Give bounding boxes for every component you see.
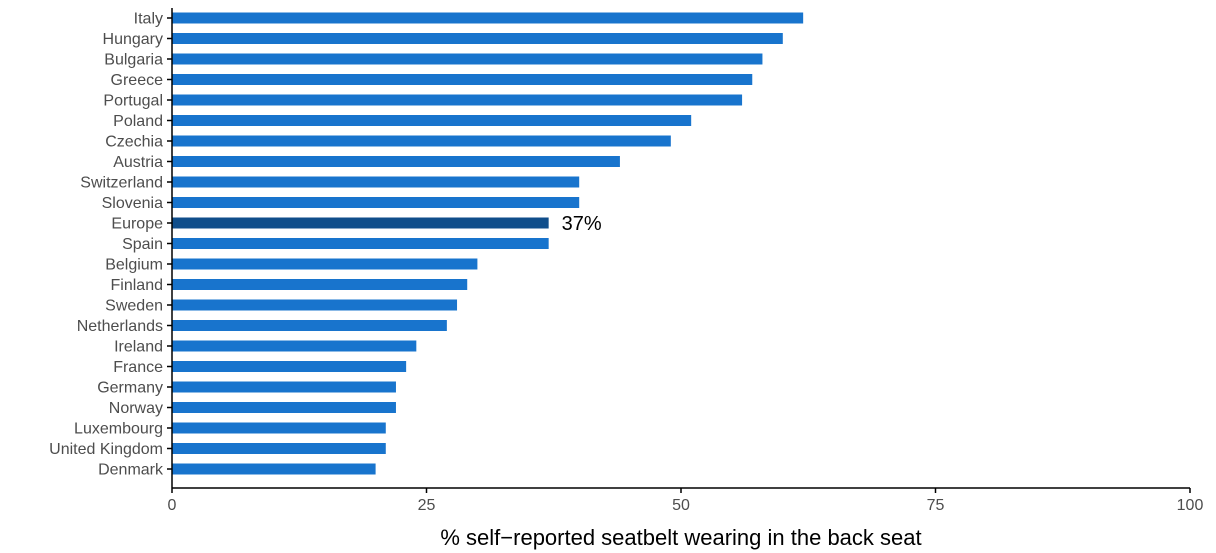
bar-portugal bbox=[172, 94, 743, 106]
y-tick-label-austria: Austria bbox=[113, 154, 163, 171]
y-tick-label-poland: Poland bbox=[113, 113, 163, 130]
y-tick-label-portugal: Portugal bbox=[103, 93, 163, 110]
y-tick-label-italy: Italy bbox=[134, 11, 163, 28]
x-tick-label-100: 100 bbox=[1177, 497, 1204, 514]
x-tick-label-0: 0 bbox=[168, 497, 177, 514]
y-tick-label-hungary: Hungary bbox=[103, 31, 163, 48]
x-axis-title: % self−reported seatbelt wearing in the … bbox=[440, 525, 921, 550]
y-tick-label-united-kingdom: United Kingdom bbox=[49, 441, 163, 458]
bar-italy bbox=[172, 12, 804, 24]
y-tick-label-slovenia: Slovenia bbox=[102, 195, 163, 212]
y-tick-label-ireland: Ireland bbox=[114, 339, 163, 356]
x-tick-label-75: 75 bbox=[927, 497, 945, 514]
bar-spain bbox=[172, 238, 549, 249]
bar-united-kingdom bbox=[172, 443, 386, 454]
bar-hungary bbox=[172, 33, 783, 44]
y-tick-label-germany: Germany bbox=[97, 380, 163, 397]
y-tick-label-denmark: Denmark bbox=[98, 462, 164, 479]
y-tick-label-bulgaria: Bulgaria bbox=[104, 52, 163, 69]
y-tick-label-luxembourg: Luxembourg bbox=[74, 421, 163, 438]
y-tick-label-netherlands: Netherlands bbox=[77, 318, 163, 335]
y-tick-label-switzerland: Switzerland bbox=[80, 175, 163, 192]
bar-france bbox=[172, 361, 407, 372]
x-tick-label-50: 50 bbox=[672, 497, 690, 514]
bar-germany bbox=[172, 381, 396, 393]
bar-belgium bbox=[172, 258, 478, 270]
annotations-layer: 37% bbox=[562, 213, 602, 235]
bar-austria bbox=[172, 156, 620, 167]
y-tick-label-norway: Norway bbox=[109, 400, 163, 417]
bar-europe bbox=[172, 217, 549, 229]
bar-norway bbox=[172, 402, 396, 413]
y-tick-label-france: France bbox=[113, 359, 163, 376]
x-tick-label-25: 25 bbox=[418, 497, 436, 514]
y-tick-label-greece: Greece bbox=[111, 72, 164, 89]
bar-switzerland bbox=[172, 176, 580, 188]
bar-finland bbox=[172, 279, 468, 290]
bar-denmark bbox=[172, 463, 376, 475]
y-tick-label-czechia: Czechia bbox=[105, 134, 163, 151]
bar-netherlands bbox=[172, 320, 447, 331]
bar-slovenia bbox=[172, 197, 580, 208]
bar-luxembourg bbox=[172, 422, 386, 434]
bar-bulgaria bbox=[172, 53, 763, 65]
bars-layer bbox=[172, 12, 804, 475]
y-tick-label-europe: Europe bbox=[111, 216, 163, 233]
y-tick-label-sweden: Sweden bbox=[105, 298, 163, 315]
y-tick-label-spain: Spain bbox=[122, 236, 163, 253]
bar-ireland bbox=[172, 340, 417, 352]
bar-czechia bbox=[172, 135, 671, 147]
bar-greece bbox=[172, 74, 753, 85]
data-label-europe: 37% bbox=[562, 213, 602, 235]
y-tick-label-finland: Finland bbox=[111, 277, 163, 294]
y-tick-label-belgium: Belgium bbox=[105, 257, 163, 274]
y-axis: Italy Hungary Bulgaria Greece Portugal Poland… bbox=[49, 8, 173, 488]
bar-poland bbox=[172, 115, 692, 126]
x-axis: 0 25 50 75 100 bbox=[168, 487, 1204, 514]
bar-sweden bbox=[172, 299, 458, 311]
